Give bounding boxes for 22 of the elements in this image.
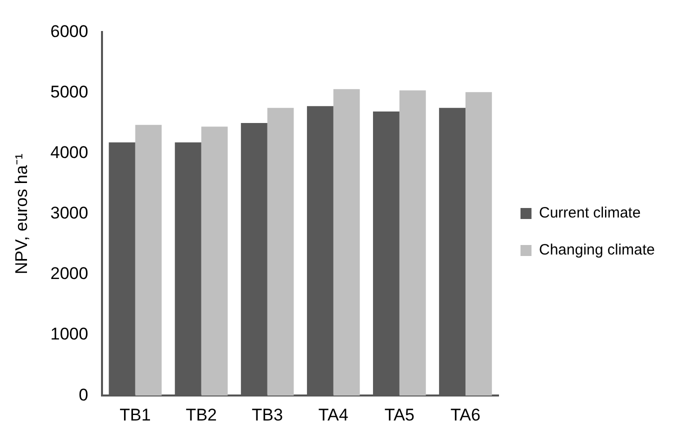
y-tick-label: 3000	[50, 204, 88, 223]
legend-label: Changing climate	[539, 242, 655, 259]
x-tick-label: TB1	[120, 405, 151, 424]
bar	[135, 124, 162, 396]
x-tick-label: TA6	[450, 405, 480, 424]
bar	[399, 90, 426, 396]
y-tick-label: 2000	[50, 264, 88, 284]
y-tick-label: 0	[78, 385, 88, 404]
y-tick-label: 4000	[50, 143, 88, 162]
y-axis-title: NPV, euros ha⁻¹	[12, 153, 31, 274]
bar	[267, 108, 294, 396]
bar	[333, 89, 360, 396]
x-tick-label: TA4	[318, 405, 348, 424]
y-tick-label: 6000	[50, 22, 88, 41]
x-tick-label: TA5	[384, 405, 414, 424]
y-tick-label: 5000	[50, 82, 88, 102]
legend-label: Current climate	[539, 204, 641, 222]
bar	[465, 92, 492, 396]
x-tick-label: TB2	[186, 405, 217, 424]
bar	[201, 126, 228, 396]
x-tick-label: TB3	[252, 405, 283, 424]
y-tick-label: 1000	[50, 324, 88, 344]
